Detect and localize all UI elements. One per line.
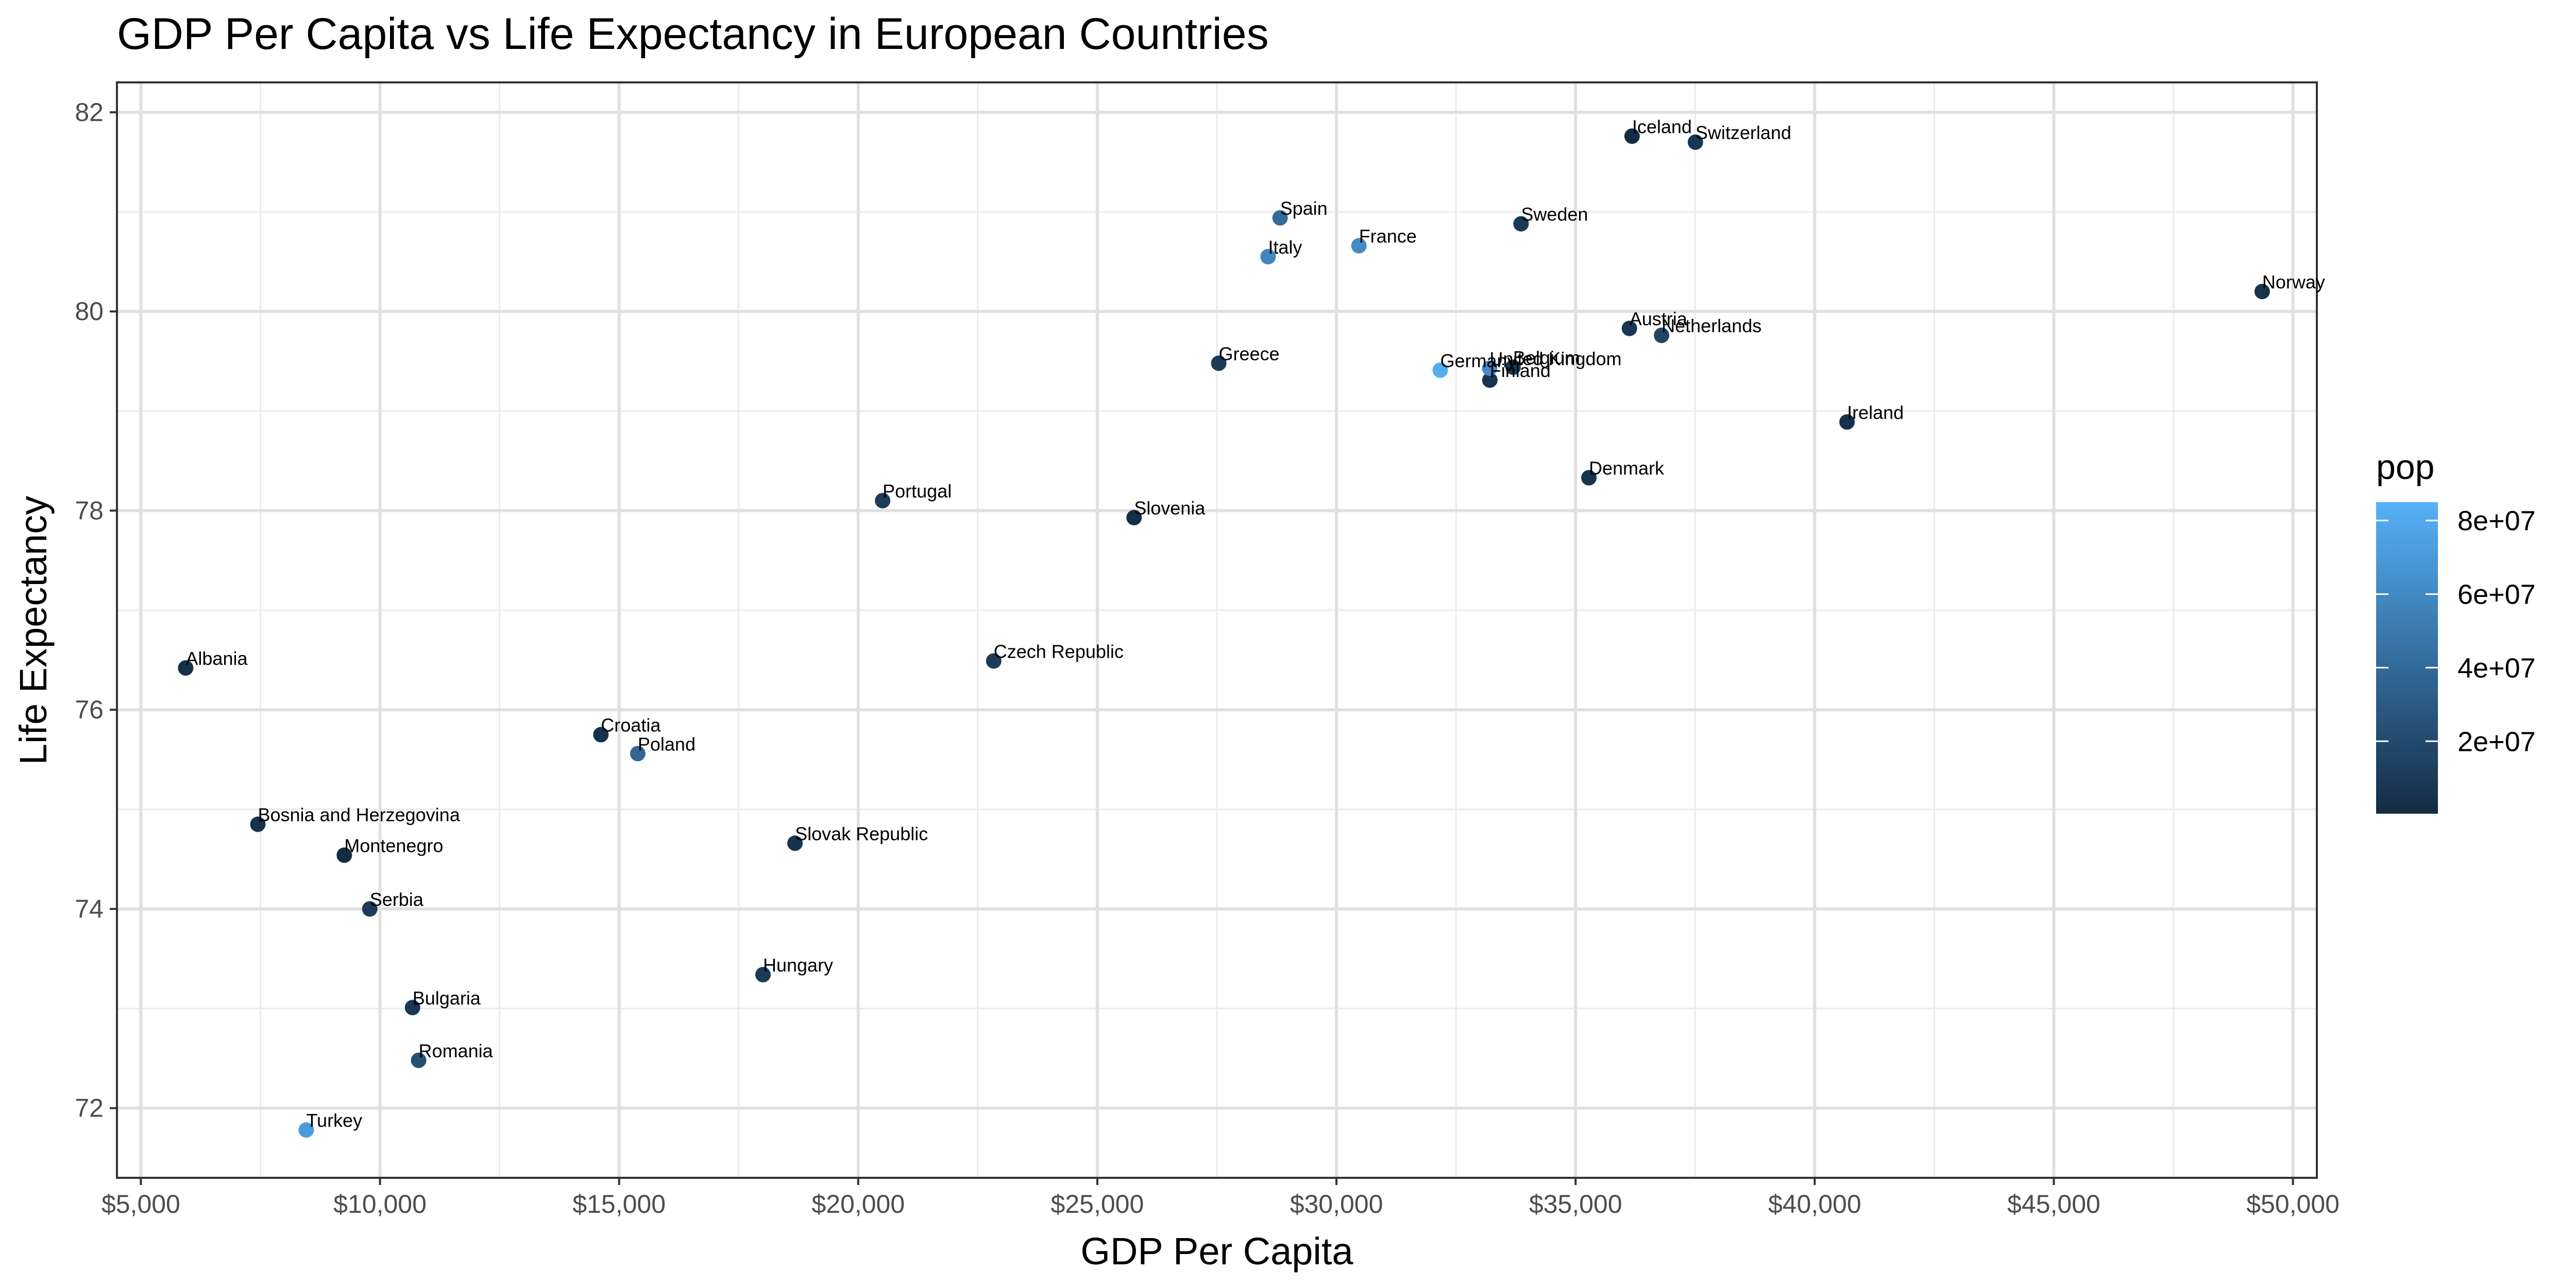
data-point: [1272, 210, 1288, 226]
y-tick-label: 80: [75, 297, 104, 326]
data-point: [1513, 216, 1529, 232]
y-axis-title: Life Expectancy: [12, 496, 55, 765]
data-point: [2254, 284, 2270, 300]
y-axis-ticks: 72 74 76 78 80 82: [75, 98, 117, 1123]
legend-tick-label: 8e+07: [2458, 506, 2536, 537]
point-label: Bulgaria: [413, 987, 481, 1008]
point-label: Croatia: [601, 715, 661, 736]
data-point: [404, 1000, 420, 1016]
data-point: [250, 816, 266, 832]
point-label: Austria: [1630, 308, 1688, 330]
point-label: Germany: [1440, 350, 1516, 371]
point-label: Montenegro: [344, 835, 443, 856]
data-point: [1581, 470, 1597, 486]
x-axis-ticks: $5,000 $10,000 $15,000 $20,000 $25,000 $30,00…: [101, 1178, 2340, 1219]
point-label: Bosnia and Herzegovina: [258, 804, 460, 826]
data-point: [1482, 372, 1498, 388]
point-label: Romania: [419, 1040, 494, 1061]
data-point: [875, 493, 891, 509]
x-tick-label: $35,000: [1529, 1190, 1622, 1219]
point-label: Slovenia: [1134, 497, 1206, 519]
point-label: Greece: [1219, 343, 1280, 364]
x-tick-label: $30,000: [1290, 1190, 1383, 1219]
chart-title: GDP Per Capita vs Life Expectancy in Eur…: [117, 9, 1269, 59]
x-tick-label: $45,000: [2007, 1190, 2100, 1219]
point-label: Switzerland: [1696, 122, 1791, 143]
data-point: [1839, 414, 1855, 430]
point-label: Czech Republic: [994, 641, 1124, 662]
point-label: United Kingdom: [1489, 348, 1621, 369]
point-label: Hungary: [763, 955, 833, 976]
y-tick-label: 78: [75, 496, 104, 525]
point-label: Ireland: [1847, 402, 1904, 423]
data-point: [298, 1122, 314, 1138]
data-point: [755, 967, 771, 983]
data-point: [1211, 355, 1227, 371]
data-point: [630, 746, 646, 762]
data-point: [1260, 249, 1276, 265]
x-tick-label: $40,000: [1768, 1190, 1861, 1219]
data-point: [1624, 128, 1640, 144]
x-tick-label: $20,000: [811, 1190, 905, 1219]
x-tick-label: $25,000: [1051, 1190, 1144, 1219]
y-tick-label: 76: [75, 695, 104, 724]
point-label: Denmark: [1589, 458, 1665, 479]
legend-ticks: 8e+07 6e+07 4e+07 2e+07: [2376, 506, 2536, 757]
point-label: Iceland: [1632, 116, 1692, 137]
data-point: [1505, 359, 1521, 375]
legend-title: pop: [2376, 448, 2434, 487]
data-point: [336, 847, 352, 863]
point-label: Turkey: [306, 1110, 362, 1131]
data-point: [1654, 328, 1670, 344]
point-label: Belgium: [1513, 347, 1580, 368]
x-tick-label: $50,000: [2246, 1190, 2340, 1219]
point-label: Italy: [1268, 236, 1302, 258]
data-point: [1351, 238, 1367, 254]
color-legend: pop 8e+07 6e+07 4e+07 2e+07: [2376, 448, 2536, 814]
point-label: Albania: [185, 648, 248, 669]
data-point: [411, 1052, 427, 1068]
legend-tick-label: 6e+07: [2458, 579, 2536, 610]
point-label: Netherlands: [1662, 315, 1761, 336]
point-labels-layer: Albania Austria Belgium Bosnia and Herzegov…: [185, 116, 2325, 1131]
data-point: [986, 653, 1002, 669]
y-tick-label: 74: [75, 895, 104, 923]
data-point: [1482, 360, 1498, 376]
data-point: [1126, 509, 1142, 525]
x-tick-label: $10,000: [333, 1190, 427, 1219]
data-point: [1432, 362, 1448, 378]
grid-layer: [117, 82, 2317, 1178]
point-label: Serbia: [370, 889, 424, 910]
legend-colorbar: [2376, 502, 2438, 814]
point-label: Poland: [638, 733, 696, 754]
data-point: [178, 660, 194, 676]
point-label: Finland: [1490, 360, 1551, 381]
data-point: [593, 727, 609, 743]
plot-panel-border: [116, 81, 2318, 1179]
legend-tick-label: 4e+07: [2458, 653, 2536, 683]
point-label: Slovak Republic: [795, 823, 928, 844]
y-tick-label: 72: [75, 1094, 104, 1123]
x-tick-label: $5,000: [101, 1190, 180, 1219]
point-label: Sweden: [1521, 204, 1588, 225]
x-tick-label: $15,000: [572, 1190, 666, 1219]
point-label: Spain: [1280, 198, 1328, 219]
y-tick-label: 82: [75, 98, 104, 127]
x-axis-title: GDP Per Capita: [1080, 1230, 1353, 1273]
data-point: [1621, 320, 1637, 336]
data-point: [1687, 134, 1703, 150]
point-label: Portugal: [883, 481, 952, 502]
data-point: [787, 835, 803, 851]
data-point: [362, 901, 378, 917]
point-label: Norway: [2262, 271, 2325, 293]
point-label: France: [1359, 226, 1417, 247]
legend-tick-label: 2e+07: [2458, 726, 2536, 757]
points-layer: [178, 128, 2270, 1138]
